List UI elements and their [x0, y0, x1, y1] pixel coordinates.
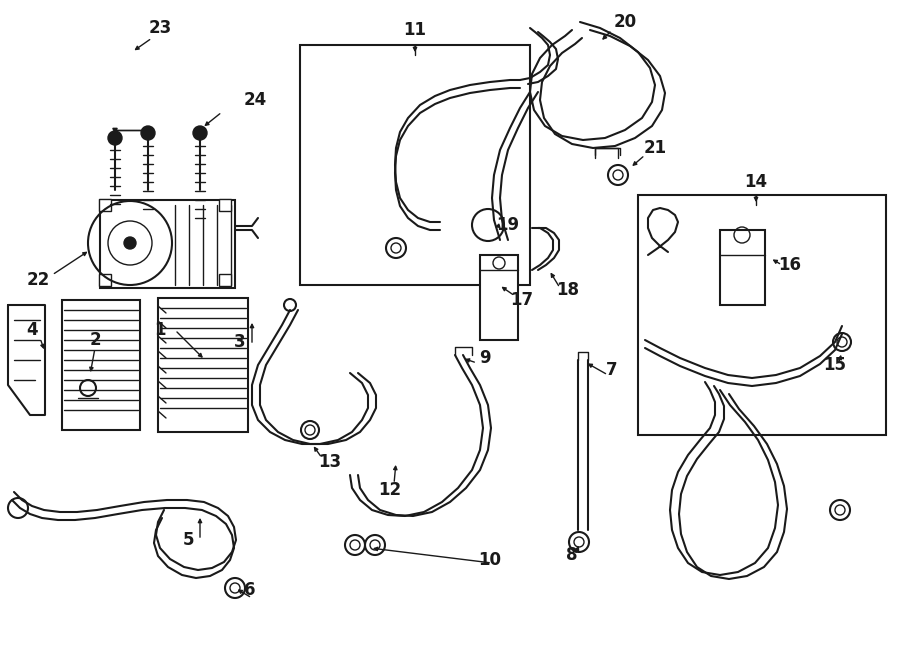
Text: 15: 15 [824, 356, 847, 374]
Text: 13: 13 [319, 453, 342, 471]
Circle shape [193, 126, 207, 140]
Bar [62, 300, 140, 430]
Text: 6: 6 [244, 581, 256, 599]
Bar [219, 274, 231, 286]
Polygon shape [8, 305, 45, 415]
Text: 7: 7 [607, 361, 617, 379]
Circle shape [124, 237, 136, 249]
Text: 17: 17 [510, 291, 534, 309]
Text: 23: 23 [148, 19, 172, 37]
Text: 24: 24 [243, 91, 266, 109]
Circle shape [141, 126, 155, 140]
Bar [100, 200, 235, 288]
Text: 8: 8 [566, 546, 578, 564]
Text: 22: 22 [26, 271, 50, 289]
Bar [99, 274, 111, 286]
Text: 1: 1 [154, 321, 166, 339]
Text: 4: 4 [26, 321, 38, 339]
Text: 3: 3 [234, 333, 246, 351]
Circle shape [108, 131, 122, 145]
Text: 2: 2 [89, 331, 101, 349]
Text: 18: 18 [556, 281, 580, 299]
Text: 19: 19 [497, 216, 519, 234]
Bar [300, 45, 530, 285]
Text: 16: 16 [778, 256, 802, 274]
Text: 21: 21 [644, 139, 667, 157]
Text: 9: 9 [479, 349, 490, 367]
Bar [99, 199, 111, 211]
Text: 20: 20 [614, 13, 636, 31]
Bar [480, 255, 518, 340]
Text: 10: 10 [479, 551, 501, 569]
Text: 11: 11 [403, 21, 427, 39]
Bar [720, 230, 765, 305]
Text: 5: 5 [182, 531, 194, 549]
Text: 12: 12 [378, 481, 401, 499]
Text: 14: 14 [744, 173, 768, 191]
Bar [638, 195, 886, 435]
Bar [219, 199, 231, 211]
Bar [158, 298, 248, 432]
